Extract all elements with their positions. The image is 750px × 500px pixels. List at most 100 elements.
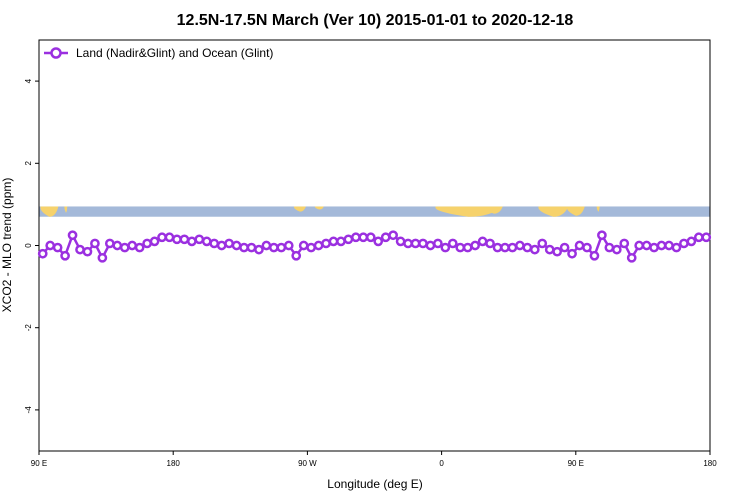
data-point <box>425 240 436 251</box>
data-point <box>679 238 689 249</box>
data-point <box>37 248 48 259</box>
data-point <box>485 238 495 249</box>
data-point <box>313 240 324 251</box>
data-point <box>246 242 257 253</box>
legend-marker-swatch <box>50 47 62 59</box>
data-point <box>298 240 309 251</box>
data-point <box>656 240 667 251</box>
data-point <box>492 242 503 253</box>
data-point <box>403 238 413 249</box>
y-tick-label: 0 <box>24 243 33 248</box>
data-point <box>477 236 488 247</box>
data-point <box>224 238 234 249</box>
data-point <box>104 238 115 249</box>
data-point <box>365 232 376 243</box>
data-point <box>321 238 331 249</box>
data-point <box>142 238 152 249</box>
x-axis: 90 E 180 90 W 0 90 E 180 <box>31 451 717 468</box>
x-tick-label: 90 W <box>298 459 317 468</box>
data-point <box>358 232 369 243</box>
data-point <box>216 240 227 251</box>
land-region <box>64 206 68 213</box>
land-region <box>293 206 306 212</box>
series-layer <box>37 230 712 263</box>
data-point <box>589 250 600 261</box>
data-point <box>574 240 585 251</box>
data-point <box>52 242 63 253</box>
land-mask-strip <box>39 206 710 217</box>
data-point <box>515 240 525 251</box>
data-point <box>336 236 346 247</box>
data-point <box>328 236 339 247</box>
data-point <box>82 246 93 257</box>
data-point <box>455 242 466 253</box>
data-point <box>164 232 175 243</box>
data-point <box>522 242 533 253</box>
data-point <box>97 252 108 263</box>
data-point <box>559 242 570 253</box>
data-point <box>686 236 697 247</box>
y-axis: -4 -2 0 2 4 <box>24 78 39 413</box>
data-point <box>373 236 384 247</box>
legend-label: Land (Nadir&Glint) and Ocean (Glint) <box>76 46 273 60</box>
data-point <box>537 238 548 249</box>
x-tick-label: 90 E <box>31 459 47 468</box>
data-point <box>418 238 428 249</box>
land-region <box>435 206 502 217</box>
data-point <box>567 248 577 259</box>
x-tick-label: 180 <box>167 459 181 468</box>
data-point <box>619 238 630 249</box>
data-point <box>276 242 287 253</box>
data-point <box>119 242 130 253</box>
data-point <box>440 242 451 253</box>
data-point <box>291 250 302 261</box>
data-point <box>664 240 674 251</box>
data-point <box>45 240 56 251</box>
data-point <box>60 250 70 261</box>
land-region <box>596 206 600 212</box>
x-tick-label: 90 E <box>568 459 584 468</box>
data-point <box>529 244 540 255</box>
data-point <box>380 232 391 243</box>
data-point <box>269 242 279 253</box>
data-point <box>201 236 212 247</box>
data-point <box>343 234 354 245</box>
data-point <box>254 244 264 255</box>
data-point <box>641 240 652 251</box>
data-point <box>626 252 637 263</box>
y-tick-label: 4 <box>24 78 33 83</box>
y-tick-label: -2 <box>24 324 33 332</box>
data-point <box>112 240 123 251</box>
data-point <box>283 240 294 251</box>
data-point <box>701 232 712 243</box>
data-point <box>634 240 645 251</box>
data-point <box>611 244 622 255</box>
legend: Land (Nadir&Glint) and Ocean (Glint) <box>44 46 273 60</box>
data-point <box>127 240 138 251</box>
x-tick-label: 0 <box>439 459 444 468</box>
data-point <box>209 238 220 249</box>
y-tick-label: 2 <box>24 161 33 166</box>
y-tick-label: -4 <box>24 406 33 414</box>
land-region <box>566 206 585 216</box>
data-point <box>172 234 182 245</box>
data-point <box>261 240 272 251</box>
data-point <box>179 234 190 245</box>
data-point <box>693 232 704 243</box>
data-point <box>231 240 242 251</box>
data-point <box>395 236 406 247</box>
data-point <box>470 240 480 251</box>
y-axis-label: XCO2 - MLO trend (ppm) <box>0 178 14 313</box>
land-region <box>484 206 503 214</box>
ocean-band <box>39 206 710 217</box>
data-point <box>507 242 518 253</box>
data-point <box>75 244 85 255</box>
data-point <box>157 232 167 243</box>
data-point <box>351 232 361 243</box>
data-point <box>194 234 205 245</box>
data-point <box>388 230 398 241</box>
data-point <box>671 242 682 253</box>
data-point <box>462 242 473 253</box>
data-point <box>67 230 78 241</box>
